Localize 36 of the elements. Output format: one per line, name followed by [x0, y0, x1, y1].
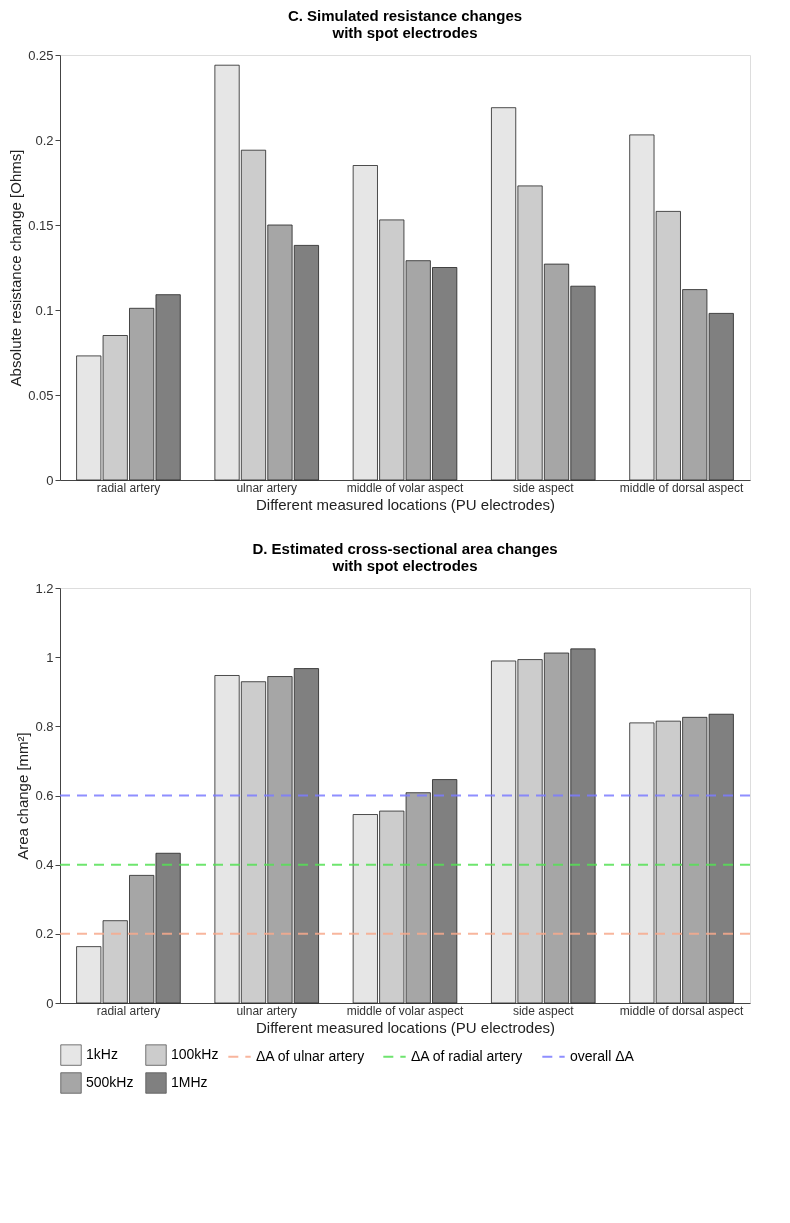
- y-tick-label: 0: [46, 995, 54, 1011]
- y-tick-label: 0.2: [35, 132, 54, 148]
- legend-label: 1kHz: [86, 1046, 118, 1063]
- y-tick-label: 0.4: [35, 857, 54, 873]
- chart-title: C. Simulated resistance changes with spot electrodes: [287, 7, 523, 41]
- legend-label: 500kHz: [86, 1074, 134, 1090]
- legend-label: overall ΔA: [570, 1047, 635, 1064]
- y-tick-label: 0.15: [28, 217, 54, 233]
- legend-label: 100kHz: [171, 1046, 219, 1063]
- y-tick-label: 1.2: [35, 580, 54, 596]
- y-tick-label: 0.1: [35, 302, 54, 318]
- y-axis-title: Area change [mm²]: [14, 732, 32, 860]
- x-tick-label: middle of volar aspect: [346, 480, 465, 495]
- y-tick-label: 0.6: [35, 788, 54, 803]
- chart-title: D. Estimated cross-sectional area changes with spot electrodes: [252, 540, 558, 574]
- x-tick-label: ulnar artery: [236, 1003, 298, 1018]
- legend-label: ΔA of ulnar artery: [256, 1047, 365, 1064]
- y-tick-label: 1: [46, 649, 54, 665]
- y-tick-label: 0.8: [35, 718, 54, 734]
- y-tick-label: 0.2: [35, 926, 54, 942]
- x-tick-label: radial artery: [96, 1003, 161, 1018]
- legend-label: 1MHz: [171, 1074, 208, 1090]
- x-tick-label: middle of dorsal aspect: [619, 480, 744, 495]
- y-axis-title: Absolute resistance change [Ohms]: [7, 149, 25, 387]
- x-tick-label: middle of dorsal aspect: [619, 1003, 744, 1018]
- x-axis-title: Different measured locations (PU electrodes): [255, 1018, 556, 1036]
- y-tick-label: 0.25: [28, 47, 54, 63]
- x-axis-title: Different measured locations (PU electrodes): [255, 495, 556, 513]
- x-tick-label: ulnar artery: [236, 480, 298, 495]
- x-tick-label: radial artery: [96, 480, 161, 495]
- x-tick-label: side aspect: [512, 1003, 575, 1018]
- legend-label: ΔA of radial artery: [411, 1047, 523, 1064]
- y-tick-label: 0.05: [28, 387, 54, 403]
- x-tick-label: middle of volar aspect: [346, 1003, 465, 1018]
- x-tick-label: side aspect: [512, 480, 575, 495]
- y-tick-label: 0: [46, 472, 54, 488]
